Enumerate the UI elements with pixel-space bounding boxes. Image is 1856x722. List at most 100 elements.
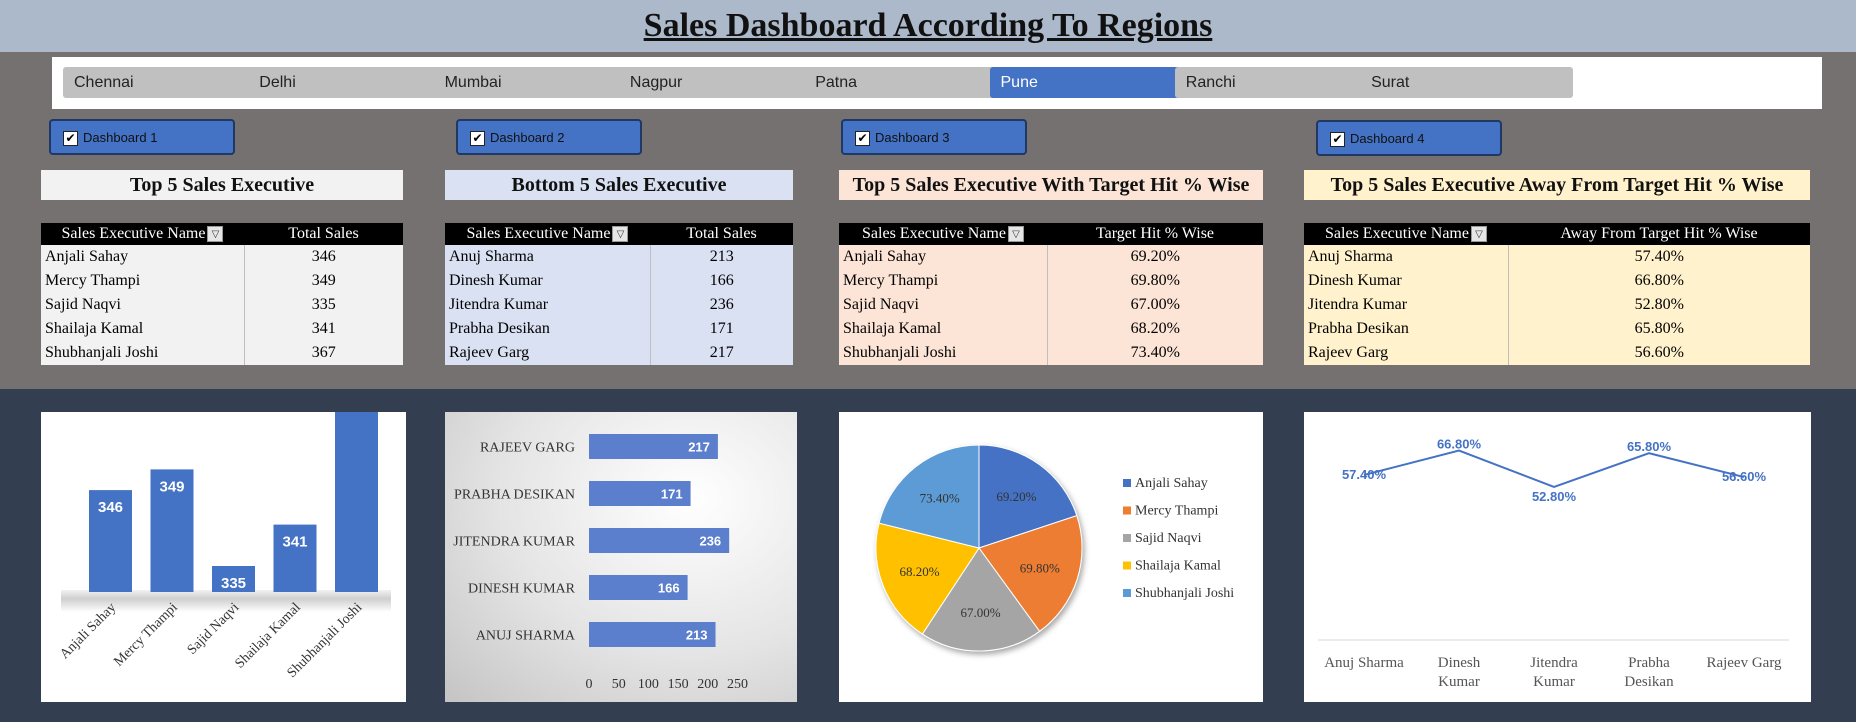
pie-slice	[978, 514, 1083, 632]
pie-slice	[921, 547, 1041, 652]
filter-icon[interactable]: ▽	[612, 226, 629, 243]
cell-name: Shubhanjali Joshi	[45, 344, 159, 361]
cell-value: 66.80%	[1507, 269, 1810, 293]
col-header-name-label: Sales Executive Name	[466, 225, 611, 242]
pie-slice	[978, 444, 1078, 549]
bar	[589, 528, 730, 553]
slice-data-label: 68.20%	[899, 564, 939, 579]
table-row: Rajeev Garg 217	[445, 341, 793, 365]
slicer-item-patna[interactable]: Patna	[804, 67, 1018, 98]
dashboard-3-checkbox[interactable]: ✔ Dashboard 3	[841, 119, 1027, 155]
cell-value: 57.40%	[1507, 245, 1810, 269]
bottom5-sales-hbar-chart: 217 RAJEEV GARG 171 PRABHA DESIKAN 236 JITEND…	[445, 412, 797, 702]
table-row: Shailaja Kamal 341	[41, 317, 403, 341]
table-header-row: Sales Executive Name ▽ Total Sales	[445, 223, 793, 245]
col-header-value: Target Hit % Wise	[1047, 223, 1263, 245]
y-tick-label: RAJEEV GARG	[480, 441, 575, 456]
cell-name: Shailaja Kamal	[843, 320, 942, 337]
cell-value: 236	[649, 293, 793, 317]
bar-data-label: 166	[658, 581, 680, 596]
checkbox-label: Dashboard 2	[490, 130, 565, 145]
table-row: Shubhanjali Joshi 73.40%	[839, 341, 1263, 365]
table-row: Sajid Naqvi 335	[41, 293, 403, 317]
cell-name: Anuj Sharma	[449, 248, 534, 265]
slicer-item-mumbai[interactable]: Mumbai	[433, 67, 647, 98]
slicer-item-ranchi[interactable]: Ranchi	[1174, 67, 1388, 98]
floor-shadow	[61, 590, 391, 612]
slicer-item-delhi[interactable]: Delhi	[248, 67, 462, 98]
bar-data-label: 346	[98, 499, 123, 516]
legend-label: Anjali Sahay	[1135, 476, 1208, 491]
slicer-item-pune[interactable]: Pune	[989, 67, 1203, 98]
dashboard-2-checkbox[interactable]: ✔ Dashboard 2	[456, 119, 642, 155]
cell-name: Mercy Thampi	[45, 272, 141, 289]
x-tick-label: Prabha	[1628, 655, 1670, 671]
check-icon[interactable]: ✔	[63, 131, 78, 146]
dashboard-4-checkbox[interactable]: ✔ Dashboard 4	[1316, 120, 1502, 156]
cell-value: 67.00%	[1046, 293, 1263, 317]
cell-name: Dinesh Kumar	[449, 272, 543, 289]
table-3: Sales Executive Name ▽ Target Hit % Wise An…	[839, 223, 1263, 365]
chart2-svg: 217 RAJEEV GARG 171 PRABHA DESIKAN 236 JITEND…	[453, 434, 748, 692]
x-tick-label: Dinesh	[1438, 655, 1481, 671]
bar	[335, 412, 378, 592]
cell-value: 68.20%	[1046, 317, 1263, 341]
slicer-item-surat[interactable]: Surat	[1360, 67, 1574, 98]
cell-value: 73.40%	[1046, 341, 1263, 365]
col-header-name: Sales Executive Name ▽	[445, 223, 650, 245]
table-4: Sales Executive Name ▽ Away From Target Hi…	[1304, 223, 1810, 365]
slice-data-label: 69.80%	[1020, 561, 1060, 576]
table-row: Mercy Thampi 69.80%	[839, 269, 1263, 293]
cell-value: 341	[243, 317, 403, 341]
legend-label: Shubhanjali Joshi	[1135, 586, 1234, 601]
cell-value: 56.60%	[1507, 341, 1810, 365]
legend-label: Mercy Thampi	[1135, 504, 1218, 519]
bar-data-label: 217	[688, 440, 710, 455]
filter-icon[interactable]: ▽	[1007, 226, 1024, 243]
slicer-item-nagpur[interactable]: Nagpur	[618, 67, 832, 98]
cell-value: 69.20%	[1046, 245, 1263, 269]
cell-value: 217	[649, 341, 793, 365]
check-icon[interactable]: ✔	[470, 131, 485, 146]
table-row: Mercy Thampi 349	[41, 269, 403, 293]
x-tick-label: Rajeev Garg	[1706, 655, 1782, 671]
cell-name: Anjali Sahay	[843, 248, 927, 265]
bar	[212, 566, 255, 592]
legend-label: Sajid Naqvi	[1135, 531, 1202, 546]
pie	[875, 444, 1083, 652]
col-header-name-label: Sales Executive Name	[61, 225, 206, 242]
table-header-row: Sales Executive Name ▽ Total Sales	[41, 223, 403, 245]
away-target-line-chart: 57.40% 66.80% 52.80% 65.80% 56.60% Anuj Sharm…	[1304, 412, 1811, 702]
legend-label: Shailaja Kamal	[1135, 559, 1221, 574]
check-icon[interactable]: ✔	[855, 131, 870, 146]
dashboard-1-checkbox[interactable]: ✔ Dashboard 1	[49, 119, 235, 155]
col-header-name: Sales Executive Name ▽	[839, 223, 1047, 245]
legend-swatch	[1123, 561, 1131, 570]
point-data-label: 66.80%	[1437, 437, 1482, 452]
filter-icon[interactable]: ▽	[207, 226, 224, 243]
cell-value: 166	[649, 269, 793, 293]
table-row: Anuj Sharma 213	[445, 245, 793, 269]
x-tick-label: 0	[586, 677, 593, 692]
pie-slice	[875, 522, 980, 635]
bar-data-label: 349	[159, 478, 184, 495]
bar	[273, 524, 317, 592]
bar-data-label: 171	[661, 487, 683, 502]
x-tick-label: Kumar	[1438, 674, 1480, 690]
x-tick-label: Kumar	[1533, 674, 1575, 690]
y-tick-label: ANUJ SHARMA	[476, 629, 576, 644]
cell-name: Rajeev Garg	[1308, 344, 1389, 361]
table-row: Prabha Desikan 65.80%	[1304, 317, 1810, 341]
dashboard-title: Sales Dashboard According To Regions	[643, 7, 1213, 44]
pie-slice	[878, 444, 980, 549]
x-tick-label: 250	[727, 677, 748, 692]
bar	[89, 490, 132, 592]
col-header-value: Away From Target Hit % Wise	[1508, 223, 1810, 245]
cell-value: 52.80%	[1507, 293, 1810, 317]
check-icon[interactable]: ✔	[1330, 132, 1345, 147]
table-row: Prabha Desikan 171	[445, 317, 793, 341]
table-row: Sajid Naqvi 67.00%	[839, 293, 1263, 317]
table-4-title: Top 5 Sales Executive Away From Target H…	[1304, 170, 1810, 200]
filter-icon[interactable]: ▽	[1470, 226, 1487, 243]
slicer-item-chennai[interactable]: Chennai	[63, 67, 276, 98]
